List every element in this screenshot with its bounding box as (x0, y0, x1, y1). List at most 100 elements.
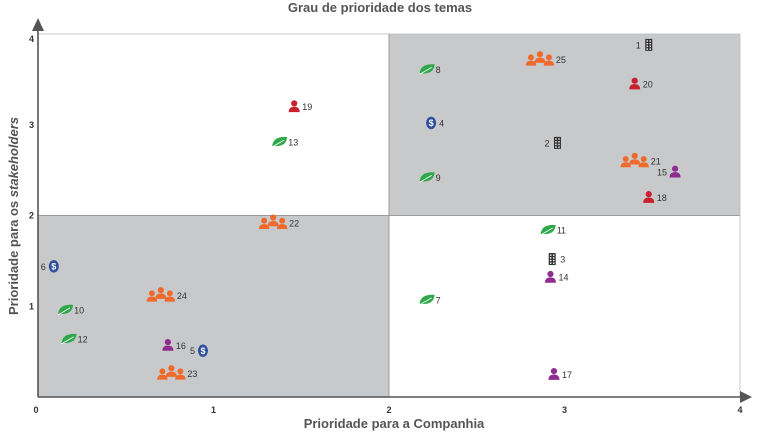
data-point-14: 14 (544, 270, 568, 283)
group-icon (620, 152, 649, 168)
person-icon (669, 165, 681, 178)
quadrant-bottom-right (389, 215, 740, 397)
y-axis-label-emphasis: stakeholders (6, 117, 21, 197)
point-label: 11 (557, 226, 566, 236)
person-icon (288, 100, 300, 113)
x-axis-arrow-icon (740, 391, 752, 403)
point-label: 17 (562, 370, 572, 380)
data-point-16: 16 (162, 338, 186, 351)
point-label: 25 (556, 55, 566, 65)
point-label: 6 (41, 262, 46, 272)
y-tick-label: 2 (29, 211, 34, 221)
point-label: 18 (657, 193, 667, 203)
leaf-icon (61, 333, 77, 345)
point-label: 21 (651, 157, 661, 167)
x-tick-label: 0 (33, 405, 38, 415)
point-label: 7 (436, 295, 441, 305)
data-point-19: 19 (288, 100, 312, 113)
data-point-18: 18 (643, 191, 667, 203)
building-icon (548, 253, 556, 266)
y-axis-label-prefix: Prioridade para os (6, 197, 21, 315)
point-label: 16 (176, 341, 186, 351)
data-point-20: 20 (629, 77, 653, 90)
chart-title: Grau de prioridade dos temas (288, 0, 472, 15)
building-icon (553, 136, 561, 149)
dollar-icon: $ (48, 260, 59, 273)
data-point-21: 21 (620, 152, 661, 168)
data-point-12: 12 (61, 333, 88, 345)
data-point-5: $5 (190, 344, 208, 357)
point-label: 20 (643, 79, 653, 89)
data-points: 123$ 4$5$67891011121314151617181920212223… (41, 38, 681, 380)
data-point-7: 7 (419, 294, 441, 306)
group-icon (157, 365, 186, 380)
point-label: 9 (436, 173, 441, 183)
quadrant-top-left (38, 34, 389, 216)
data-point-22: 22 (258, 214, 299, 229)
point-label: 14 (558, 273, 568, 283)
point-label: 12 (78, 334, 88, 344)
point-label: 4 (439, 118, 444, 128)
leaf-icon (419, 172, 435, 183)
building-icon (645, 38, 653, 51)
axes (32, 18, 752, 403)
y-tick-label: 3 (29, 120, 34, 130)
data-point-11: 11 (540, 224, 566, 236)
quadrant-top-right (389, 34, 740, 216)
data-point-4: $4 (426, 116, 444, 130)
point-label: 24 (177, 291, 187, 301)
group-icon (525, 51, 555, 66)
quadrant-backgrounds (38, 34, 740, 397)
leaf-icon (271, 136, 288, 148)
quadrant-bottom-left (38, 215, 389, 397)
person-icon (544, 270, 556, 283)
data-point-3: 3 (548, 253, 565, 266)
data-point-10: 10 (57, 304, 84, 316)
point-label: 15 (657, 167, 667, 177)
point-label: 23 (187, 369, 197, 379)
data-point-2: 2 (544, 136, 561, 149)
x-tick-label: 4 (737, 405, 742, 415)
x-tick-label: 3 (562, 405, 567, 415)
y-axis-arrow-icon (32, 18, 44, 31)
data-point-24: 24 (146, 287, 187, 302)
y-tick-label: 4 (29, 34, 34, 44)
svg-text:$: $ (51, 262, 56, 272)
point-label: 2 (544, 138, 549, 148)
point-label: 22 (289, 218, 299, 228)
data-point-8: 8 (419, 64, 441, 75)
data-point-6: $6 (41, 260, 59, 273)
leaf-icon (419, 64, 435, 75)
person-icon (548, 368, 560, 380)
x-tick-label: 2 (386, 405, 391, 415)
group-icon (258, 214, 288, 229)
person-icon (629, 77, 641, 90)
svg-text:$: $ (200, 346, 205, 356)
point-label: 13 (288, 137, 298, 147)
person-icon (643, 191, 655, 203)
leaf-icon (57, 304, 74, 316)
dollar-icon: $ (197, 344, 208, 357)
data-point-1: 1 (636, 38, 653, 51)
leaf-icon (540, 224, 556, 236)
data-point-25: 25 (525, 51, 566, 66)
dollar-icon: $ (426, 116, 437, 130)
data-point-15: 15 (657, 165, 681, 178)
point-label: 1 (636, 40, 641, 50)
svg-text:$: $ (429, 118, 434, 128)
point-label: 5 (190, 346, 195, 356)
data-point-13: 13 (271, 136, 298, 148)
leaf-icon (419, 294, 435, 306)
person-icon (162, 338, 174, 351)
data-point-23: 23 (157, 365, 197, 380)
x-axis-label: Prioridade para a Companhia (304, 416, 485, 431)
point-label: 8 (436, 65, 441, 75)
group-icon (146, 287, 176, 302)
point-label: 19 (302, 102, 312, 112)
x-tick-label: 1 (211, 405, 216, 415)
point-label: 10 (74, 305, 84, 315)
y-axis-label: Prioridade para os stakeholders (6, 117, 21, 315)
point-label: 3 (560, 255, 565, 265)
